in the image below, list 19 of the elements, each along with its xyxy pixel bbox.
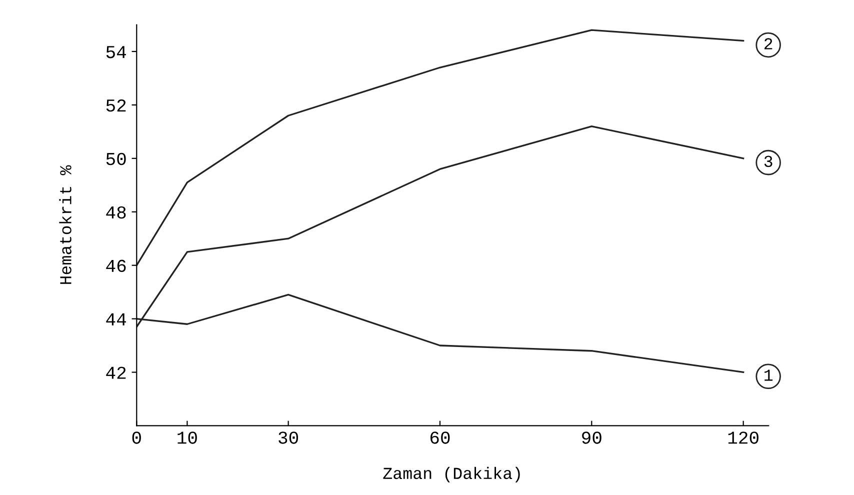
x-tick-label: 0 bbox=[132, 432, 141, 444]
y-tick-label: 54 bbox=[106, 46, 126, 58]
x-tick-label: 30 bbox=[278, 432, 298, 444]
x-tick-label: 60 bbox=[430, 432, 450, 444]
x-tick-label: 120 bbox=[728, 432, 758, 444]
series-label: 1 bbox=[764, 370, 773, 381]
series-label: 3 bbox=[764, 156, 772, 168]
x-axis-title: Zaman (Dakika) bbox=[383, 466, 520, 482]
y-axis-title: Hematokrit % bbox=[59, 165, 72, 284]
x-tick-label: 90 bbox=[582, 432, 602, 444]
y-tick-label: 50 bbox=[106, 152, 126, 166]
y-tick-label: 44 bbox=[106, 313, 126, 326]
y-tick-label: 48 bbox=[106, 206, 126, 219]
y-tick-label: 46 bbox=[106, 260, 126, 272]
y-tick-label: 42 bbox=[106, 366, 126, 379]
line-series bbox=[136, 29, 744, 266]
y-tick-label: 52 bbox=[106, 99, 126, 112]
x-tick-label: 10 bbox=[178, 432, 197, 444]
series-label: 2 bbox=[764, 38, 772, 50]
